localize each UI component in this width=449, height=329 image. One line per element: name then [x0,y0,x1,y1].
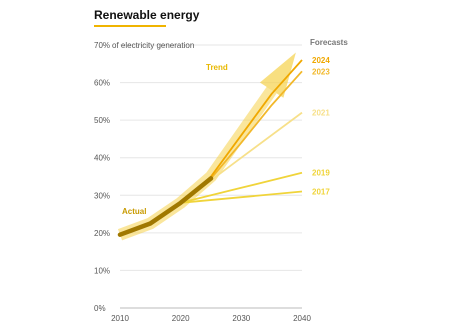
y-tick-50: 50% [94,116,110,125]
y-tick-40: 40% [94,154,110,163]
x-tick-2040: 2040 [293,314,311,323]
trend-annotation: Trend [206,63,228,72]
y-tick-70: 70% [94,41,110,50]
y-tick-30: 30% [94,191,110,200]
chart-title: Renewable energy [94,8,200,22]
y-tick-60: 60% [94,79,110,88]
x-tick-labels: 2010 2020 2030 2040 [111,314,311,323]
trend-arrowhead [259,52,296,98]
y-tick-20: 20% [94,229,110,238]
actual-series-layer [117,176,214,237]
x-tick-2010: 2010 [111,314,129,323]
series-line-2019 [180,171,303,204]
series-label-2017: 2017 [312,188,330,197]
forecasts-heading: Forecasts [310,38,348,47]
y-axis-label: of electricity generation [112,41,194,50]
series-labels: 2017 2019 2021 2023 2024 [312,56,330,197]
x-tick-2030: 2030 [232,314,250,323]
y-tick-0: 0% [94,304,106,313]
series-label-2019: 2019 [312,169,330,178]
y-tick-labels: 0% 10% 20% 30% 40% 50% 60% 70% [94,41,110,313]
actual-annotation: Actual [122,207,146,216]
title-underline [94,25,166,27]
actual-line [117,176,214,237]
series-label-2023: 2023 [312,67,330,76]
series-label-2024: 2024 [312,56,330,65]
series-line-2017 [180,190,303,204]
series-label-2021: 2021 [312,109,330,118]
title-block: Renewable energy [94,8,199,27]
x-tick-2020: 2020 [172,314,190,323]
y-tick-10: 10% [94,266,110,275]
